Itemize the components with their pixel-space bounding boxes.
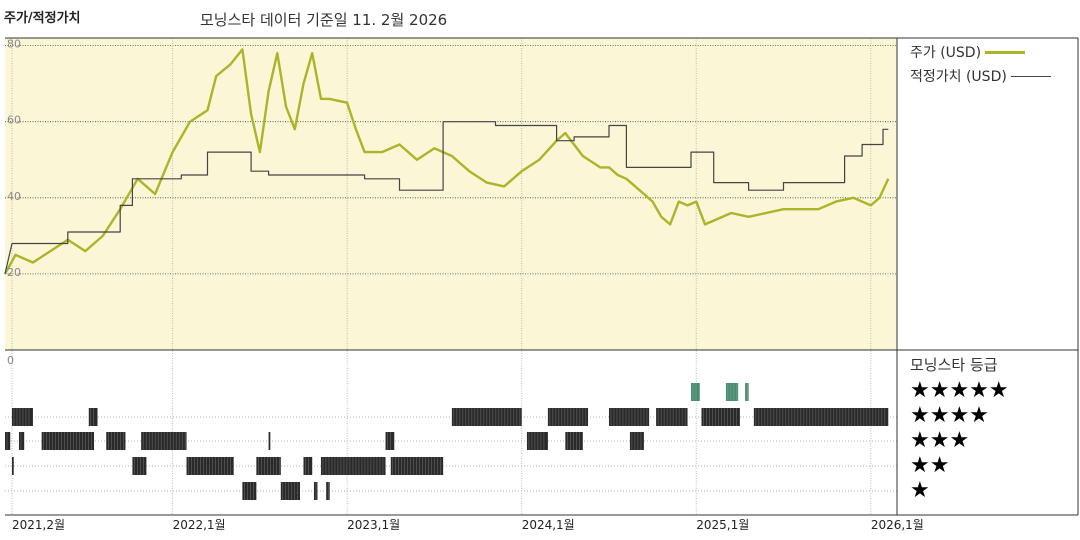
rating-bar-4-star	[656, 408, 688, 426]
series-lines	[3, 48, 890, 275]
rating-stars-5: ★★★★★	[910, 378, 1009, 403]
y-tick-label: 20	[7, 266, 21, 279]
x-tick-label: 2025,1월	[696, 518, 749, 532]
rating-bar-5-star	[745, 383, 749, 401]
rating-bars	[5, 383, 889, 500]
x-tick-label: 2026,1월	[871, 518, 924, 532]
x-tick-label: 2022,1월	[173, 518, 226, 532]
rating-bar-3-star	[141, 432, 187, 450]
y-tick-label-zero: 0	[7, 354, 14, 367]
rating-bar-2-star	[256, 457, 281, 475]
rating-bar-4-star	[88, 408, 98, 426]
rating-bar-3-star	[41, 432, 95, 450]
rating-bar-2-star	[186, 457, 234, 475]
rating-bar-4-star	[608, 408, 650, 426]
rating-panel-title: 모닝스타 등급	[910, 356, 998, 374]
chart-frame	[5, 37, 1079, 516]
legend-swatch-fair-value	[1010, 75, 1051, 77]
rating-bar-5-star	[691, 383, 700, 401]
x-tick-label: 2023,1월	[347, 518, 400, 532]
rating-bar-3-star	[526, 432, 548, 450]
rating-bar-3-star	[5, 432, 11, 450]
rating-bar-1-star	[280, 482, 301, 500]
rating-bar-4-star	[11, 408, 33, 426]
rating-bar-4-star	[753, 408, 889, 426]
rating-bar-1-star	[242, 482, 257, 500]
rating-bar-5-star	[725, 383, 739, 401]
rating-bar-3-star	[18, 432, 25, 450]
data-date-subtitle: 모닝스타 데이터 기준일 11. 2월 2026	[200, 11, 448, 29]
rating-stars-2: ★★	[910, 453, 950, 478]
rating-bar-2-star	[11, 457, 14, 475]
y-tick-label: 60	[7, 114, 21, 127]
rating-bar-2-star	[320, 457, 386, 475]
rating-bar-1-star	[326, 482, 330, 500]
rating-bar-3-star	[106, 432, 126, 450]
rating-bar-2-star	[303, 457, 313, 475]
rating-stars-3: ★★★	[910, 428, 970, 453]
rating-bar-3-star	[629, 432, 644, 450]
plot-background	[5, 38, 897, 350]
rating-bar-2-star	[390, 457, 444, 475]
rating-bar-1-star	[313, 482, 318, 500]
y-tick-label: 40	[7, 190, 21, 203]
x-tick-label: 2024,1월	[522, 518, 575, 532]
x-tick-label: 2021,2월	[12, 518, 65, 532]
rating-stars-1: ★	[910, 478, 930, 503]
axis-labels: 80 60 40 20 0 2021,2월 2022,1월 2023,1월 2024,1월 202…	[7, 38, 924, 532]
legend-swatch-price	[985, 50, 1026, 54]
rating-bar-3-star	[268, 432, 271, 450]
rating-bar-4-star	[451, 408, 522, 426]
fair-value-line	[4, 121, 889, 275]
legend-item-fair-value: 적정가치 (USD)	[910, 66, 1051, 86]
chart-title: 주가/적정가치	[4, 11, 81, 26]
rating-stars-4: ★★★★	[910, 403, 989, 428]
rating-bar-2-star	[132, 457, 147, 475]
legend-label-price: 주가 (USD)	[910, 45, 982, 61]
rating-bar-4-star	[701, 408, 740, 426]
legend-label-fair-value: 적정가치 (USD)	[910, 69, 1007, 85]
y-tick-label: 80	[7, 38, 21, 51]
legend-item-price: 주가 (USD)	[910, 42, 1026, 62]
price-line	[3, 48, 890, 275]
rating-bar-3-star	[385, 432, 395, 450]
rating-bar-3-star	[565, 432, 583, 450]
rating-bar-4-star	[547, 408, 589, 426]
